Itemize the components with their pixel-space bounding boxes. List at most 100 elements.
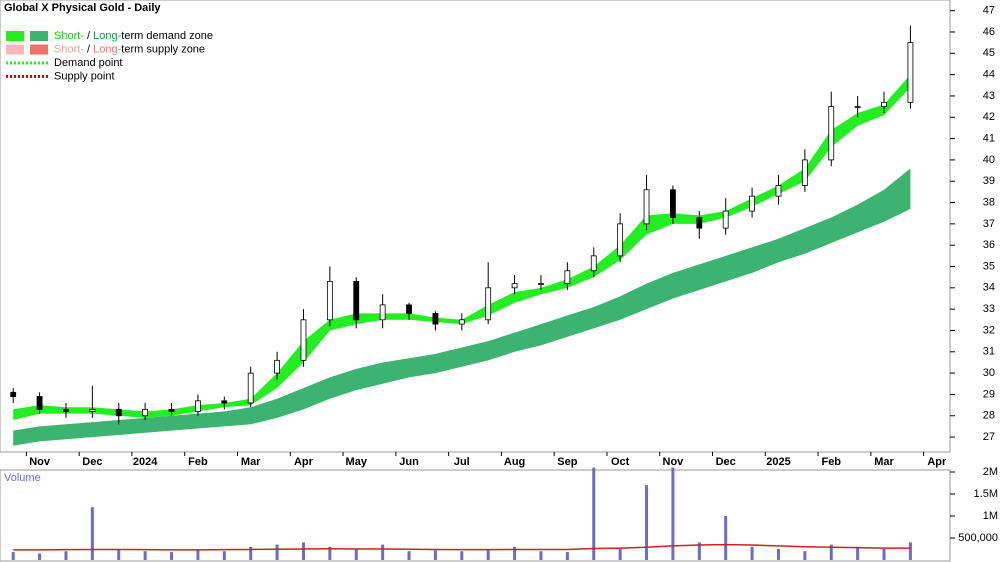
volume-bar [882,549,886,560]
volume-bar [697,542,701,560]
y-tick-label: 38 [983,196,995,208]
volume-bar [275,544,279,560]
volume-bar [803,551,807,560]
y-tick-label: 34 [983,282,995,294]
volume-bar [90,507,94,560]
y-tick-label: 2M [983,466,998,478]
volume-bar [460,551,464,560]
candle-body [854,106,861,109]
legend-part: Long- [93,43,121,55]
x-tick-label: May [346,456,368,468]
y-tick-label: 43 [983,90,995,102]
volume-bar [433,550,437,560]
legend-part: Short- [54,43,84,55]
candle-body [643,189,650,225]
x-tick-label: Dec [82,456,102,468]
legend-label: Demand point [54,57,123,69]
legend-part: Short- [54,30,84,42]
volume-bar [724,516,728,560]
y-tick-label: 1M [983,510,998,522]
legend-swatch [6,44,24,55]
candle-body [617,223,624,257]
x-tick-label: Mar [874,456,894,468]
candle-body [590,255,597,272]
y-tick-label: 32 [983,324,995,336]
volume-bar [829,544,833,560]
volume-bar [750,546,754,560]
y-tick-label: 500,000 [958,532,998,544]
x-tick-label: 2024 [133,456,158,468]
volume-bar [143,551,147,560]
x-tick-label: Mar [241,456,261,468]
x-tick-label: Jun [399,456,419,468]
x-tick-label: Nov [663,456,685,468]
x-tick-label: Feb [821,456,841,468]
legend-swatch [6,31,24,41]
volume-bar [565,552,569,560]
volume-bar [196,550,200,560]
candle-body [696,217,703,229]
legend-swatch [30,44,48,55]
candle-body [775,185,782,197]
candle-body [801,159,808,186]
volume-bar [38,553,42,560]
x-tick-label: Nov [29,456,51,468]
candle-body [63,408,69,412]
candle-body [722,210,729,229]
candle-body [749,195,755,212]
y-tick-label: 39 [983,175,995,187]
candle-body [353,281,360,321]
candle-body [379,304,386,321]
x-tick-label: Aug [504,456,525,468]
volume-bar [671,467,675,560]
chart-title: Global X Physical Gold - Daily [4,2,161,14]
volume-bar [645,485,649,560]
y-tick-label: 46 [983,26,995,38]
y-tick-label: 27 [983,431,995,443]
legend-part: Long- [93,30,121,42]
candle-body [115,408,122,417]
candle-body [195,400,201,412]
candle-body [432,313,439,325]
candle-body [881,101,887,108]
x-tick-label: Apr [927,456,947,468]
x-tick-label: Dec [716,456,736,468]
volume-bar [539,551,543,560]
y-tick-label: 36 [983,239,995,251]
y-tick-label: 29 [983,388,995,400]
legend-part: / [84,43,93,55]
candle-body [538,283,544,285]
volume-bar [856,546,860,560]
legend-part: Demand point [54,57,123,69]
volume-bar [618,549,622,560]
y-tick-label: 42 [983,111,995,123]
volume-bar [301,542,305,560]
volume-bar [776,549,780,560]
candle-body [274,359,280,374]
legend-part: / [84,30,93,42]
candle-body [670,189,676,218]
candle-body [485,287,492,321]
volume-bar [11,552,15,560]
x-tick-label: Jul [454,456,470,468]
candle-body [828,106,835,161]
volume-bar [354,549,358,560]
y-tick-label: 30 [983,367,995,379]
candle-body [511,283,518,289]
x-tick-label: Apr [294,456,314,468]
volume-bar [249,546,253,560]
y-tick-label: 33 [983,303,995,315]
volume-bar [592,467,596,560]
y-tick-label: 40 [983,154,995,166]
candle-body [406,304,412,314]
volume-bar [513,546,517,560]
candle-body [142,408,149,417]
volume-bar [486,549,490,560]
volume-bar [328,546,332,560]
y-tick-label: 45 [983,47,995,59]
candle-body [458,319,465,325]
legend-label: Supply point [54,70,115,82]
volume-bar [407,551,411,560]
candle-body [326,281,333,321]
y-tick-label: 35 [983,260,995,272]
